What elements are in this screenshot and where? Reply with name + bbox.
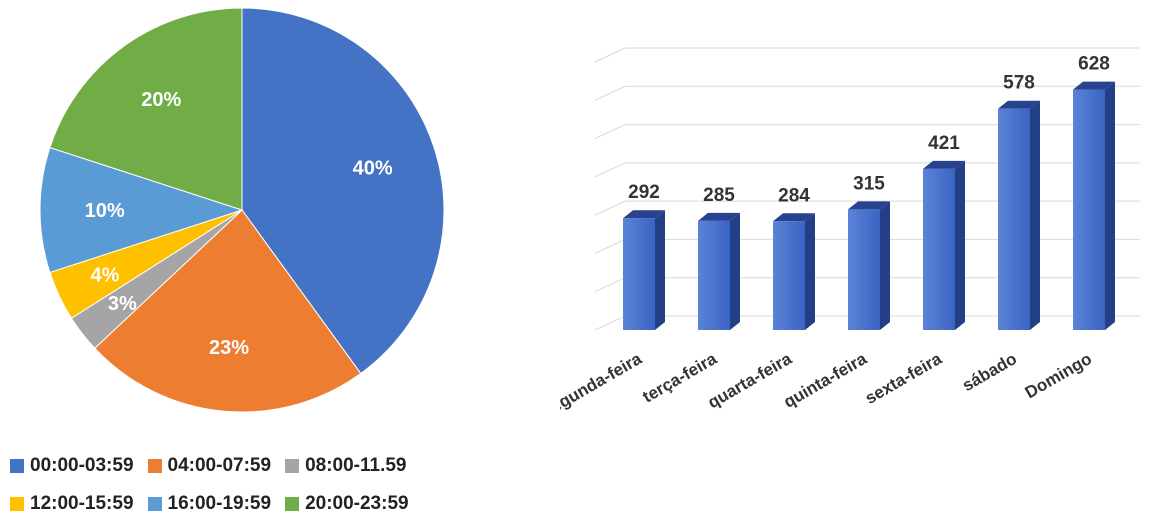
pie-slice xyxy=(241,7,445,375)
legend-swatch xyxy=(147,497,162,511)
legend-label: 12:00-15:59 xyxy=(30,493,134,514)
gridline xyxy=(594,200,1140,216)
pie-legend-row-1: 00:00-03:59 04:00-07:59 08:00-11.59 xyxy=(10,455,530,477)
bar-value-label: 284 xyxy=(778,185,810,206)
bar xyxy=(848,209,880,330)
bar-top xyxy=(623,210,665,219)
x-tick-label: sábado xyxy=(959,349,1020,395)
bar-top xyxy=(773,213,815,222)
pie-slice-label: 3% xyxy=(108,293,137,315)
bar xyxy=(923,168,955,330)
legend-swatch xyxy=(10,497,24,511)
legend-swatch xyxy=(147,459,162,473)
legend-label: 00:00-03:59 xyxy=(30,455,134,476)
bar xyxy=(773,221,805,330)
bar xyxy=(998,108,1030,330)
legend-item: 00:00-03:59 xyxy=(10,455,134,477)
gridline xyxy=(594,47,1140,63)
x-tick-label: Domingo xyxy=(1022,349,1095,402)
legend-item: 08:00-11.59 xyxy=(285,455,406,477)
legend-swatch xyxy=(285,497,300,511)
legend-item: 20:00-23:59 xyxy=(285,493,409,515)
bar-value-label: 292 xyxy=(628,182,660,203)
bar-top xyxy=(998,100,1040,109)
bar xyxy=(698,220,730,330)
bar-side xyxy=(805,213,815,330)
x-tick-label: quinta-feira xyxy=(780,349,870,412)
bar-top xyxy=(923,160,965,169)
pie-slice-label: 40% xyxy=(353,158,393,180)
bar xyxy=(623,218,655,330)
x-tick-label: sexta-feira xyxy=(862,349,946,408)
gridline xyxy=(594,85,1140,101)
gridline xyxy=(594,162,1140,178)
pie-slice-label: 23% xyxy=(209,337,249,359)
bar-side xyxy=(955,160,965,330)
pie-legend-row-2: 12:00-15:59 16:00-19:59 20:00-23:59 xyxy=(10,493,530,515)
legend-label: 16:00-19:59 xyxy=(167,493,272,514)
bar-side xyxy=(730,212,740,330)
x-tick-label: quarta-feira xyxy=(704,349,795,412)
legend-label: 20:00-23:59 xyxy=(305,493,409,514)
bar-side xyxy=(655,210,665,330)
bar-side xyxy=(1030,100,1040,330)
bar-value-label: 628 xyxy=(1078,54,1110,75)
legend-label: 08:00-11.59 xyxy=(305,455,407,476)
bar-top xyxy=(848,201,890,210)
bar-value-label: 421 xyxy=(928,133,960,154)
bar-side xyxy=(1105,81,1115,331)
pie-slice-label: 20% xyxy=(141,89,181,111)
legend-swatch xyxy=(10,459,24,473)
legend-swatch xyxy=(285,459,300,473)
bar xyxy=(1073,89,1105,331)
pie-slice xyxy=(94,209,362,413)
bar-top xyxy=(1073,81,1115,90)
pie-slice-label: 4% xyxy=(90,265,119,287)
bar-value-label: 285 xyxy=(703,185,735,206)
pie-slice xyxy=(39,146,244,274)
bar-top xyxy=(698,212,740,221)
legend-item: 04:00-07:59 xyxy=(147,455,272,477)
x-tick-label: segunda-feira xyxy=(560,349,645,421)
pie-slice-label: 10% xyxy=(85,200,125,222)
bar-chart: 292segunda-feira285terça-feira284quarta-… xyxy=(560,47,1140,421)
legend-item: 12:00-15:59 xyxy=(10,493,134,515)
gridline xyxy=(594,124,1140,140)
pie-slice xyxy=(49,7,243,211)
bar-side xyxy=(880,201,890,330)
bar-value-label: 578 xyxy=(1003,73,1035,94)
pie-chart: 40% 23% 3% 4% 10% 20% xyxy=(39,7,445,413)
legend-label: 04:00-07:59 xyxy=(167,455,272,476)
legend-item: 16:00-19:59 xyxy=(147,493,272,515)
bar-value-label: 315 xyxy=(853,173,885,194)
